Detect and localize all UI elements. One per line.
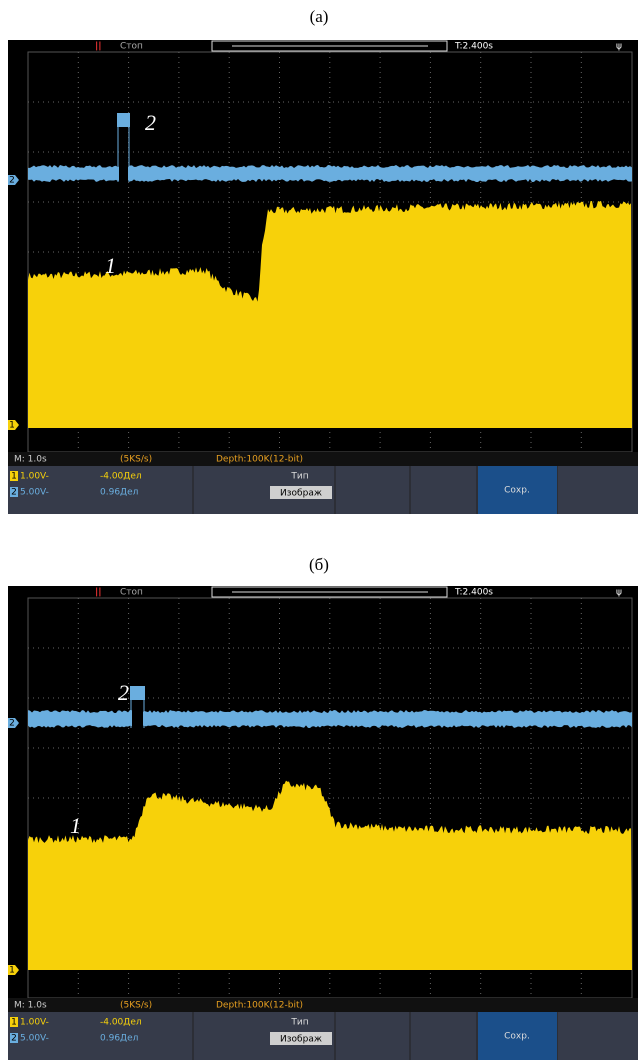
depth: Depth:100K(12-bit) — [216, 455, 303, 465]
type-value: Изображ — [280, 489, 322, 499]
ch1-offset: -4.00Дел — [100, 1018, 142, 1028]
ch2-offset: 0.96Дел — [100, 488, 138, 498]
channel-2-pulse-gap — [132, 709, 143, 729]
channel-marker: 1 — [9, 966, 15, 976]
usb-icon: ψ — [616, 42, 622, 52]
ch2-scale: 5.00V- — [20, 488, 49, 498]
channel-2-trace — [28, 165, 632, 182]
channel-badge-number: 2 — [11, 488, 17, 498]
channel-2-pulse — [130, 686, 145, 700]
channel-badge-number: 1 — [11, 472, 17, 482]
ch1-offset: -4.00Дел — [100, 472, 142, 482]
info-row — [8, 452, 638, 466]
curve-label: 1 — [105, 253, 116, 278]
sample-rate: (5KS/s) — [120, 455, 152, 465]
type-label: Тип — [290, 472, 308, 482]
type-label: Тип — [290, 1018, 308, 1028]
sample-rate: (5KS/s) — [120, 1001, 152, 1011]
type-value: Изображ — [280, 1035, 322, 1045]
channel-2-pulse — [117, 113, 130, 127]
run-indicator: || — [95, 588, 102, 598]
ch2-offset: 0.96Дел — [100, 1034, 138, 1044]
figure: (а) || Стоп T:2.400s ψ 1 2 1 2 M: 1.0s (5KS/s) Dept… — [0, 0, 638, 1060]
depth: Depth:100K(12-bit) — [216, 1001, 303, 1011]
ch1-scale: 1.00V- — [20, 1018, 49, 1028]
channel-2-trace — [28, 710, 632, 728]
timebase: M: 1.0s — [14, 455, 47, 465]
channel-marker: 2 — [9, 719, 15, 729]
curve-label: 1 — [70, 813, 81, 838]
channel-badge-number: 1 — [11, 1018, 17, 1028]
channel-marker: 2 — [9, 176, 15, 186]
curve-label: 2 — [145, 110, 156, 135]
trigger-time: T:2.400s — [454, 588, 493, 598]
trigger-time: T:2.400s — [454, 42, 493, 52]
save: Сохр. — [504, 486, 530, 496]
status: Стоп — [120, 42, 143, 52]
save: Сохр. — [504, 1032, 530, 1042]
timebase: M: 1.0s — [14, 1001, 47, 1011]
channel-badge-number: 2 — [11, 1034, 17, 1044]
status: Стоп — [120, 588, 143, 598]
ch1-scale: 1.00V- — [20, 472, 49, 482]
scope-screen: || Стоп T:2.400s ψ 1 2 1 2 M: 1.0s (5KS/s) Depth:1… — [8, 586, 638, 1060]
info-row — [8, 998, 638, 1012]
panel-label: (а) — [310, 7, 329, 26]
run-indicator: || — [95, 42, 102, 52]
scope-screen: || Стоп T:2.400s ψ 1 2 1 2 M: 1.0s (5KS/s) Depth:1… — [8, 40, 638, 514]
channel-2-pulse-gap — [119, 164, 128, 183]
curve-label: 2 — [118, 680, 129, 705]
ch2-scale: 5.00V- — [20, 1034, 49, 1044]
panel-label: (б) — [309, 555, 329, 574]
channel-marker: 1 — [9, 421, 15, 431]
usb-icon: ψ — [616, 588, 622, 598]
